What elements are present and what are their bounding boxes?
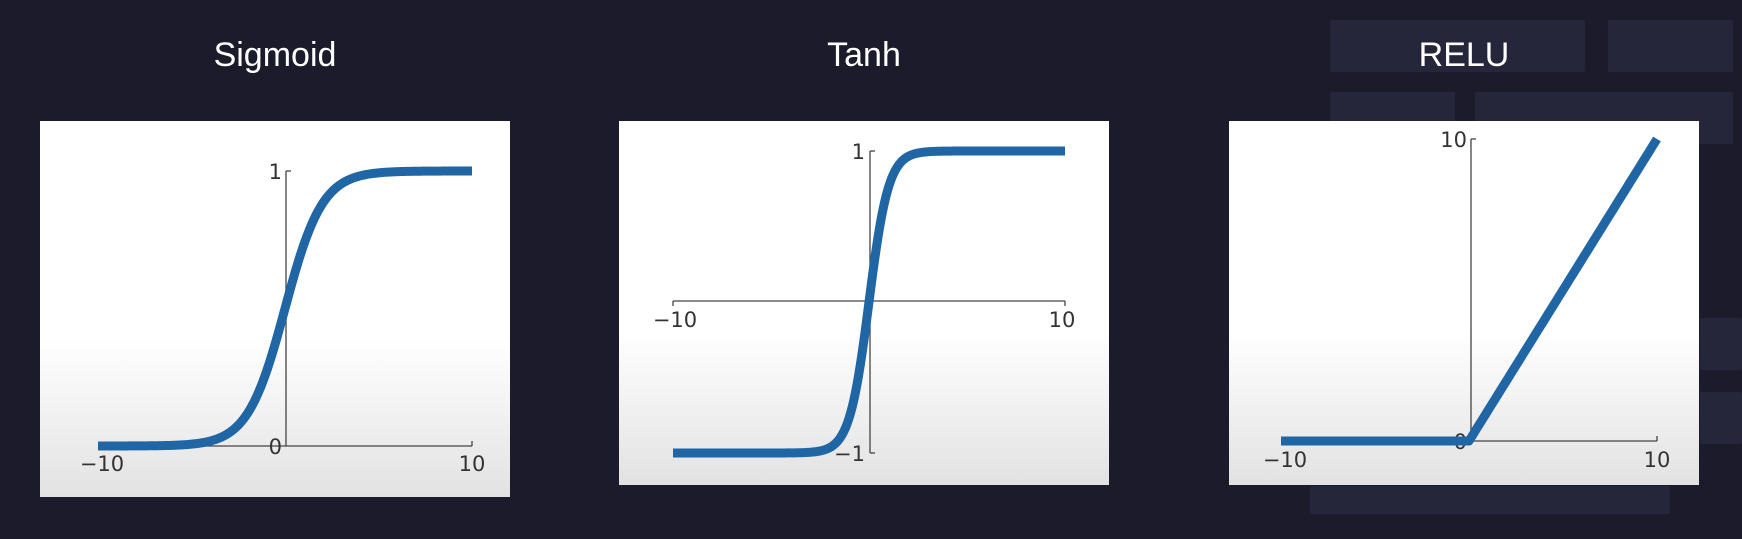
background-block [1700,392,1742,444]
y-tick-label: 1 [269,160,282,184]
x-tick-label: 10 [1644,448,1671,472]
relu-curve [1277,136,1661,446]
background-block [1330,20,1585,72]
background-block [1608,20,1733,72]
sigmoid-chart-svg: 1 0 −10 10 [80,160,486,476]
relu-panel: RELU 10 0 −10 10 [1229,0,1699,539]
x-tick-label: 10 [1049,308,1076,332]
y-tick-label: 1 [852,140,865,164]
x-tick-label: −10 [80,452,124,476]
tanh-curve [669,146,1069,458]
chart-title: Tanh [827,36,901,74]
sigmoid-curve [94,166,476,451]
chart-title: Sigmoid [213,36,337,74]
x-tick-label: −10 [1263,448,1307,472]
tanh-panel: Tanh 1 −1 −10 10 [619,0,1109,539]
relu-chart-svg: 10 0 −10 10 [1263,128,1671,472]
tanh-plot: 1 −1 −10 10 [619,121,1109,485]
x-tick-label: −10 [653,308,697,332]
background-block [1700,318,1742,370]
sigmoid-panel: Sigmoid 1 0 −10 10 [40,0,510,539]
relu-plot: 10 0 −10 10 [1229,121,1699,485]
sigmoid-plot: 1 0 −10 10 [40,121,510,497]
chart-title: RELU [1418,36,1510,74]
y-tick-label: 10 [1440,128,1467,152]
tanh-chart-svg: 1 −1 −10 10 [653,140,1076,466]
y-tick-label: 0 [269,435,282,459]
background-block [1310,486,1670,514]
x-tick-label: 10 [459,452,486,476]
